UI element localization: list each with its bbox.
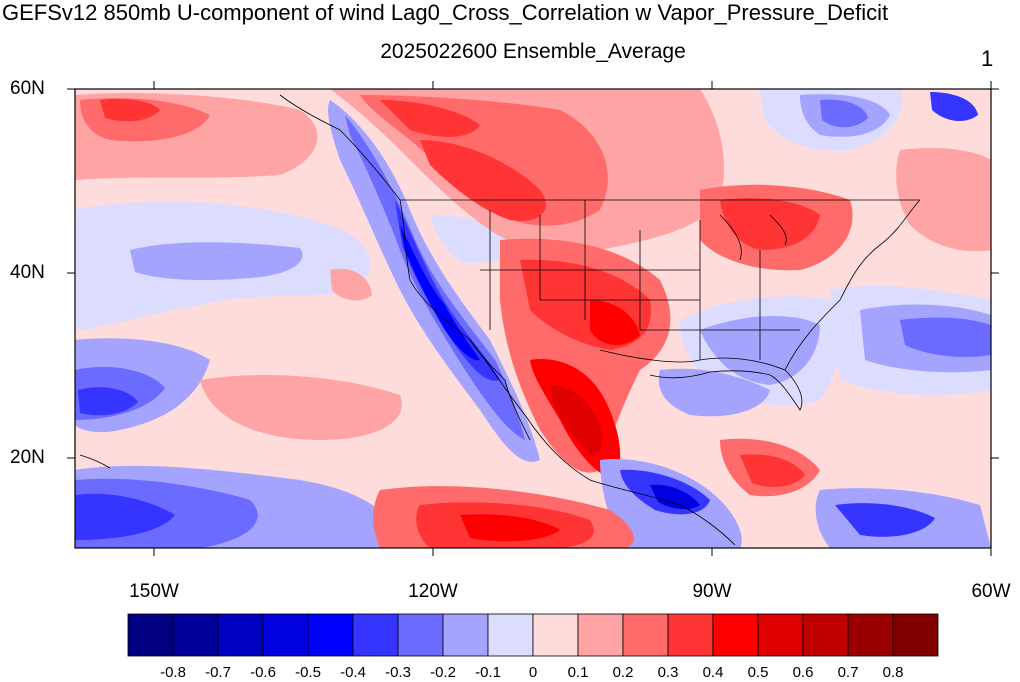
colorbar-tick-label: 0.8 — [882, 664, 904, 681]
lat-label-40n: 40N — [10, 262, 45, 283]
colorbar-swatch — [172, 613, 219, 657]
lon-label-120w: 120W — [408, 581, 458, 602]
correlation-field — [75, 89, 991, 548]
colorbar-swatch — [307, 613, 354, 657]
colorbar-tick-label: -0.5 — [295, 664, 321, 681]
colorbar-swatch — [217, 613, 264, 657]
colorbar-tick-label: -0.8 — [160, 664, 186, 681]
lon-label-60w: 60W — [971, 581, 1011, 602]
coastline-lines — [79, 94, 921, 546]
colorbar-tick-label: -0.4 — [340, 664, 366, 681]
colorbar-tick-label: 0.7 — [837, 664, 859, 681]
axis-ticks — [67, 81, 999, 556]
lat-label-20n: 20N — [10, 447, 45, 468]
colorbar-swatch — [667, 613, 714, 657]
lon-label-150w: 150W — [129, 581, 179, 602]
colorbar-swatch — [757, 613, 804, 657]
colorbar-swatch — [532, 613, 579, 657]
lon-label-90w: 90W — [692, 581, 732, 602]
colorbar-tick-label: 0.4 — [702, 664, 724, 681]
colorbar-tick-label: -0.1 — [475, 664, 501, 681]
colorbar-swatch — [622, 613, 669, 657]
colorbar-swatch — [892, 613, 939, 657]
colorbar-swatch — [577, 613, 624, 657]
colorbar-tick-label: 0.2 — [612, 664, 634, 681]
map-title: GEFSv12 850mb U-component of wind Lag0_C… — [2, 0, 889, 25]
colorbar-tick-label: -0.3 — [385, 664, 411, 681]
map-subtitle: 2025022600 Ensemble_Average — [380, 40, 686, 63]
colorbar-swatch — [487, 613, 534, 657]
colorbar-swatch — [802, 613, 849, 657]
colorbar-tick-label: 0.3 — [657, 664, 679, 681]
colorbar-swatch — [352, 613, 399, 657]
colorbar-tick-label: -0.6 — [250, 664, 276, 681]
colorbar-swatch — [262, 613, 309, 657]
colorbar-tick-label: 0.5 — [747, 664, 769, 681]
colorbar-swatch — [712, 613, 759, 657]
panel-number: 1 — [981, 46, 994, 71]
colorbar-tick-label: -0.7 — [205, 664, 231, 681]
colorbar — [127, 613, 939, 657]
colorbar-swatch — [847, 613, 894, 657]
colorbar-tick-label: -0.2 — [430, 664, 456, 681]
colorbar-swatch — [127, 613, 174, 657]
colorbar-tick-label: 0 — [528, 664, 538, 681]
colorbar-tick-label: 0.6 — [792, 664, 814, 681]
colorbar-swatch — [397, 613, 444, 657]
colorbar-tick-label: 0.1 — [567, 664, 589, 681]
lat-label-60n: 60N — [10, 78, 45, 99]
map-frame — [74, 88, 992, 549]
colorbar-swatch — [442, 613, 489, 657]
